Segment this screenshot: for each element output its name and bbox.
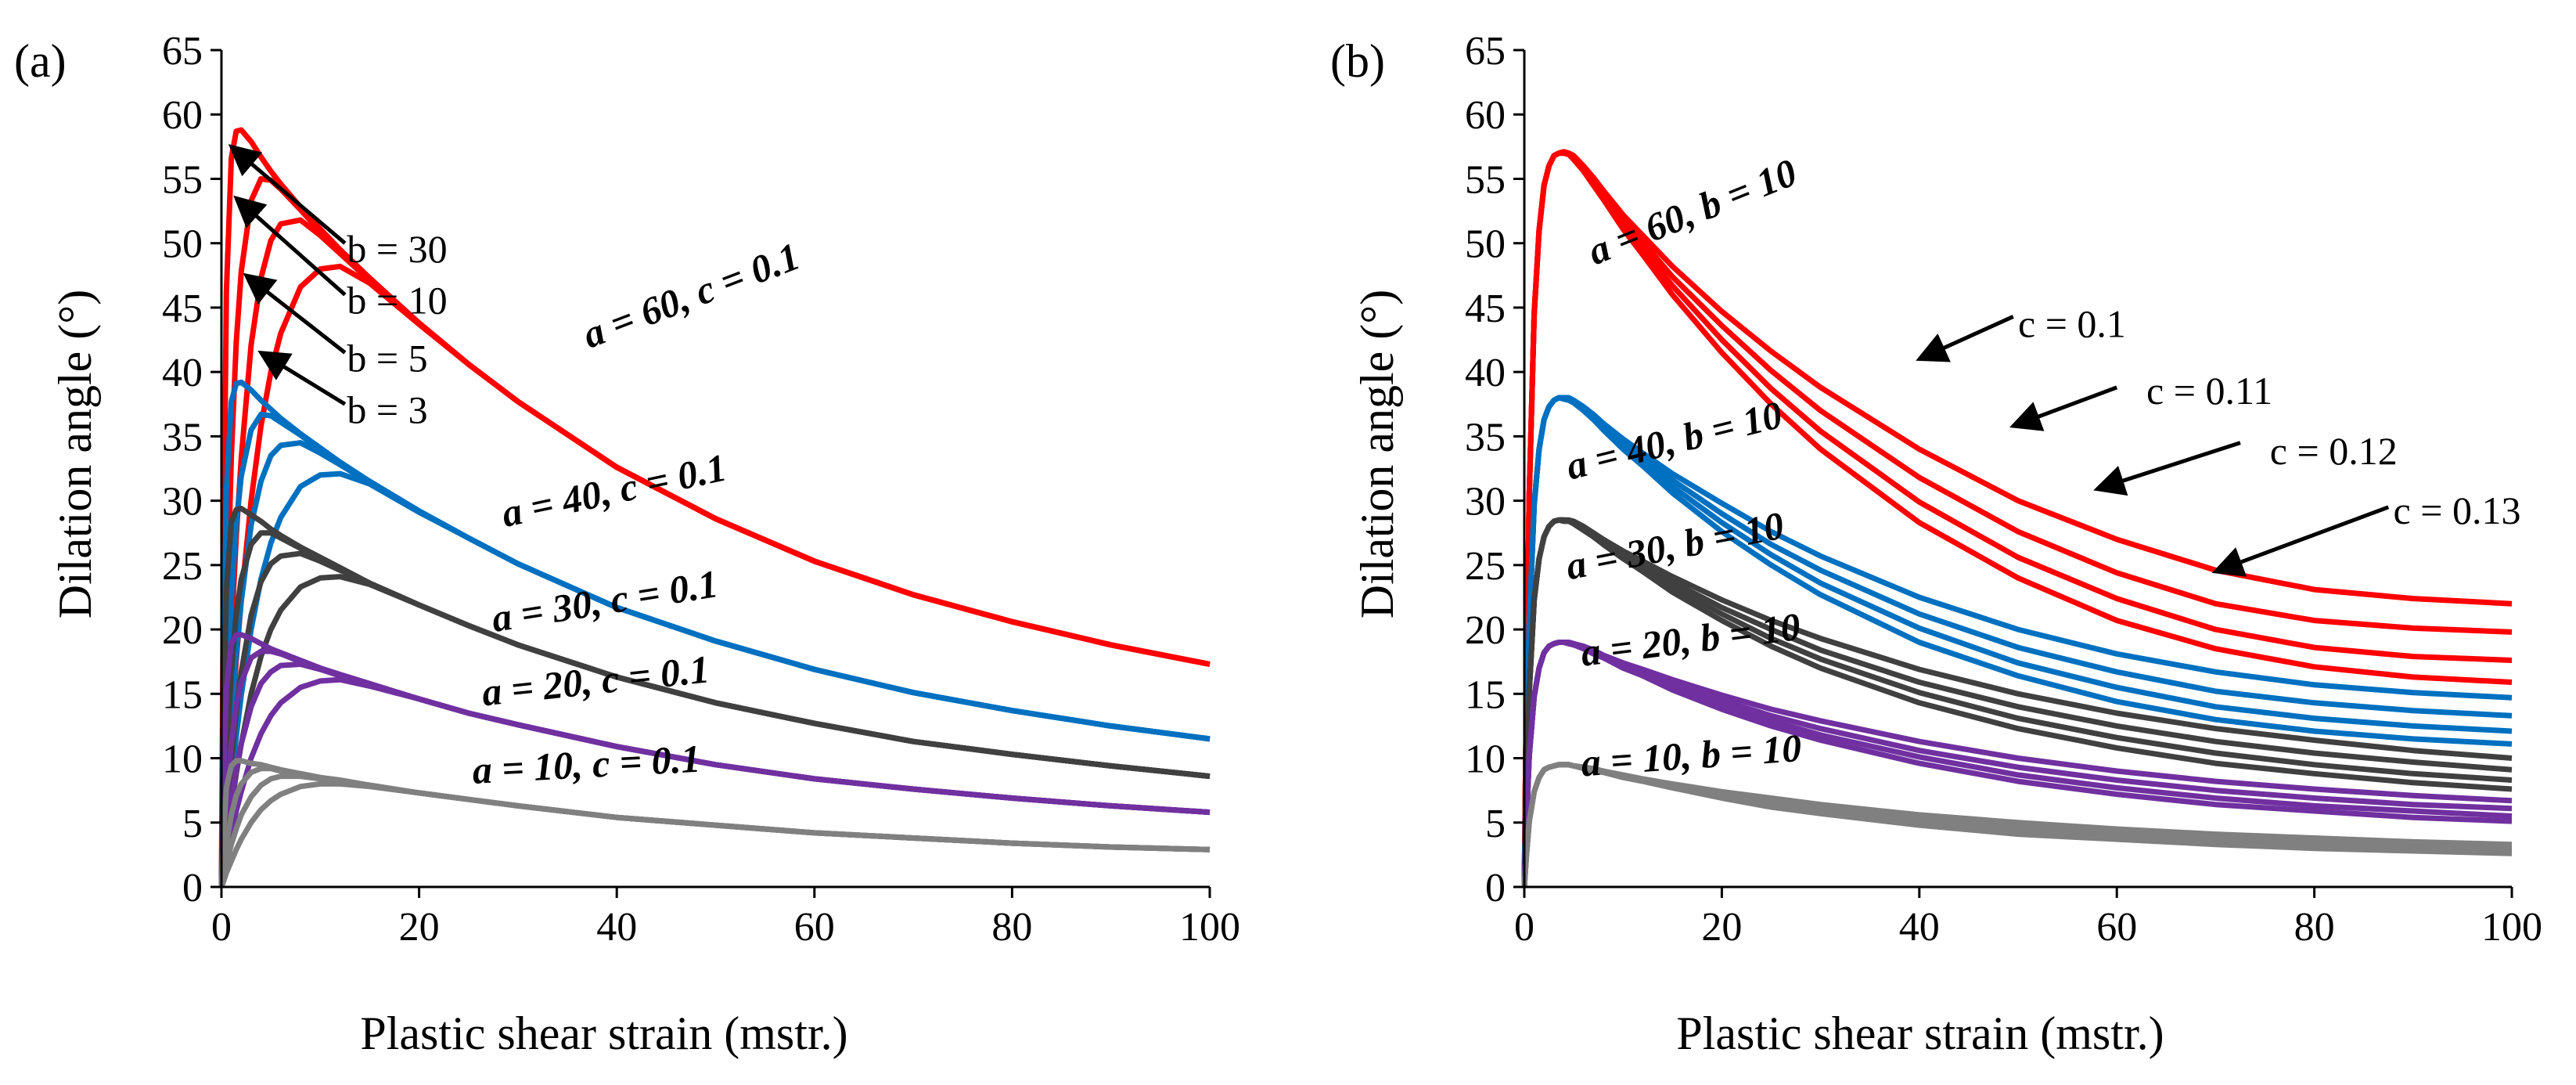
y-tick-label: 45 xyxy=(162,287,203,331)
y-tick-label: 15 xyxy=(1465,672,1506,717)
annotation-arrow xyxy=(2093,441,2241,496)
y-tick-label: 10 xyxy=(162,737,203,782)
curves xyxy=(1521,149,2513,888)
annotation-arrow xyxy=(243,272,347,355)
y-tick-label: 5 xyxy=(1485,802,1506,846)
y-tick-label: 60 xyxy=(162,93,203,138)
y-tick-label: 25 xyxy=(162,544,203,589)
series-line-3 xyxy=(1521,150,2513,888)
x-tick-label: 0 xyxy=(1514,905,1534,950)
x-tick-label: 20 xyxy=(399,905,440,950)
y-axis-title: Dilation angle (°) xyxy=(1351,290,1403,619)
y-tick-label: 65 xyxy=(1465,29,1506,74)
series-line-15 xyxy=(1521,640,2513,888)
panel-label: (a) xyxy=(14,35,67,87)
y-tick-label: 30 xyxy=(1465,480,1506,524)
annotation-arrow xyxy=(1916,315,2014,362)
series-line-18 xyxy=(218,773,1211,888)
curve-label: a = 20, c = 0.1 xyxy=(480,647,711,714)
series-line-19 xyxy=(1521,762,2513,888)
chart-panel-a: (a) 0 20 40 60 80 100 0 5 10 15 20 25 30 35 40 45 50 55 60… xyxy=(14,29,1240,1059)
x-tick-label: 80 xyxy=(2294,905,2335,950)
x-axis-title: Plastic shear strain (mstr.) xyxy=(1676,1008,2164,1059)
annotation-label: c = 0.1 xyxy=(2018,301,2126,345)
series-line-14 xyxy=(218,661,1211,888)
y-tick-label: 65 xyxy=(162,29,203,74)
y-tick-label: 0 xyxy=(182,866,203,910)
x-tick-label: 0 xyxy=(211,905,232,950)
panel-label: (b) xyxy=(1330,35,1385,87)
annotation-arrow xyxy=(2009,385,2118,431)
x-tick-label: 60 xyxy=(794,905,835,950)
y-tick-label: 40 xyxy=(1465,351,1506,395)
series-line-7 xyxy=(1521,395,2513,888)
y-tick-label: 55 xyxy=(162,157,203,202)
y-tick-label: 20 xyxy=(1465,608,1506,653)
y-tick-label: 40 xyxy=(162,351,203,395)
annotation-arrow xyxy=(233,195,347,297)
annotation-label: b = 3 xyxy=(347,388,427,431)
curve-label: a = 10, c = 0.1 xyxy=(471,737,701,792)
y-tick-label: 30 xyxy=(162,480,203,524)
annotation-label: b = 10 xyxy=(347,279,447,323)
series-line-8 xyxy=(218,506,1211,888)
series-line-11 xyxy=(218,574,1211,888)
y-tick-label: 20 xyxy=(162,608,203,653)
annotation-label: c = 0.12 xyxy=(2270,429,2398,473)
series-line-11 xyxy=(1521,517,2513,888)
annotation-arrow xyxy=(257,350,347,406)
annotations: c = 0.1 c = 0.11 c = 0.12 c = 0.13 xyxy=(1916,301,2521,577)
y-tick-label: 25 xyxy=(1465,544,1506,589)
x-tick-label: 20 xyxy=(1701,905,1742,950)
y-tick-label: 5 xyxy=(182,802,203,846)
annotation-arrow xyxy=(228,144,347,245)
series-line-6 xyxy=(218,440,1211,888)
y-axis-title: Dilation angle (°) xyxy=(49,290,101,619)
x-tick-label: 40 xyxy=(596,905,637,950)
annotation-label: b = 30 xyxy=(347,227,447,271)
y-tick-label: 35 xyxy=(1465,415,1506,460)
x-tick-label: 80 xyxy=(991,905,1032,950)
y-tick-label: 15 xyxy=(162,672,203,717)
y-tick-label: 60 xyxy=(1465,93,1506,138)
annotation-arrow xyxy=(2211,505,2390,577)
curve-label: a = 20, b = 10 xyxy=(1578,604,1803,675)
y-tick-label: 55 xyxy=(1465,157,1506,202)
curves xyxy=(218,127,1211,889)
y-tick-label: 10 xyxy=(1465,737,1506,782)
series-line-15 xyxy=(218,676,1211,888)
x-tick-label: 60 xyxy=(2096,905,2137,950)
annotation-label: c = 0.11 xyxy=(2146,369,2272,413)
curve-label: a = 60, c = 0.1 xyxy=(577,234,805,357)
y-tick-label: 45 xyxy=(1465,287,1506,331)
curve-label: a = 40, c = 0.1 xyxy=(498,445,730,535)
y-tick-label: 0 xyxy=(1485,866,1506,910)
axes: 0 20 40 60 80 100 0 5 10 15 20 25 30 35 40 45 50 55 60 65 xyxy=(1465,29,2542,950)
chart-panel-b: (b) 0 20 40 60 80 100 0 5 10 15 20 25 30 35 40 45 50 55 60… xyxy=(1330,29,2542,1059)
series-line-19 xyxy=(218,780,1211,889)
y-tick-label: 50 xyxy=(1465,222,1506,267)
annotation-label: b = 5 xyxy=(347,337,427,380)
annotation-label: c = 0.13 xyxy=(2394,488,2521,532)
annotations: b = 30 b = 10 b = 5 b = 3 xyxy=(228,144,448,431)
x-tick-label: 100 xyxy=(2481,905,2542,950)
y-tick-label: 35 xyxy=(162,415,203,460)
curve-label: a = 10, b = 10 xyxy=(1580,726,1803,785)
x-tick-label: 40 xyxy=(1899,905,1940,950)
x-tick-label: 100 xyxy=(1179,905,1240,950)
x-axis-title: Plastic shear strain (mstr.) xyxy=(360,1008,847,1059)
y-tick-label: 50 xyxy=(162,222,203,267)
axes: 0 20 40 60 80 100 0 5 10 15 20 25 30 35 40 45 50 55 60 65 xyxy=(162,29,1240,950)
